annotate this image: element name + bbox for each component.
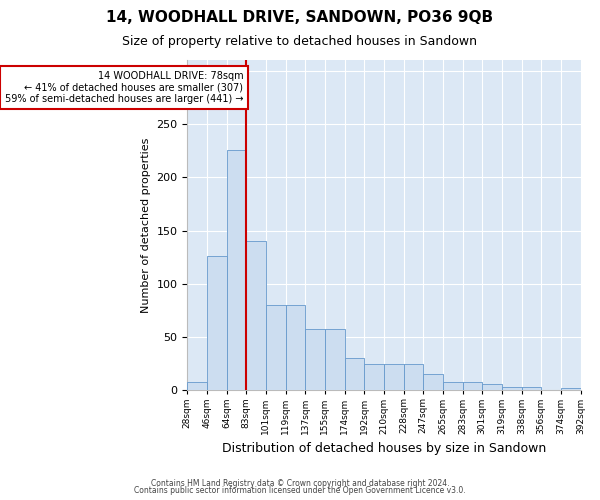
Bar [344,358,364,390]
Bar [463,382,482,390]
Bar [561,388,581,390]
Bar [482,384,502,390]
Bar [246,241,266,390]
Bar [364,364,384,390]
Text: Contains public sector information licensed under the Open Government Licence v3: Contains public sector information licen… [134,486,466,495]
Text: 14, WOODHALL DRIVE, SANDOWN, PO36 9QB: 14, WOODHALL DRIVE, SANDOWN, PO36 9QB [106,10,494,25]
Bar [227,150,246,390]
Bar [443,382,463,390]
Bar [305,328,325,390]
Bar [384,364,404,390]
Bar [521,387,541,390]
Bar [502,387,521,390]
Text: 14 WOODHALL DRIVE: 78sqm
← 41% of detached houses are smaller (307)
59% of semi-: 14 WOODHALL DRIVE: 78sqm ← 41% of detach… [5,70,243,104]
Bar [286,305,305,390]
Bar [207,256,227,390]
Bar [404,364,423,390]
Bar [266,305,286,390]
X-axis label: Distribution of detached houses by size in Sandown: Distribution of detached houses by size … [222,442,546,455]
Text: Size of property relative to detached houses in Sandown: Size of property relative to detached ho… [122,35,478,48]
Bar [187,382,207,390]
Y-axis label: Number of detached properties: Number of detached properties [141,138,151,313]
Text: Contains HM Land Registry data © Crown copyright and database right 2024.: Contains HM Land Registry data © Crown c… [151,478,449,488]
Bar [423,374,443,390]
Bar [325,328,344,390]
